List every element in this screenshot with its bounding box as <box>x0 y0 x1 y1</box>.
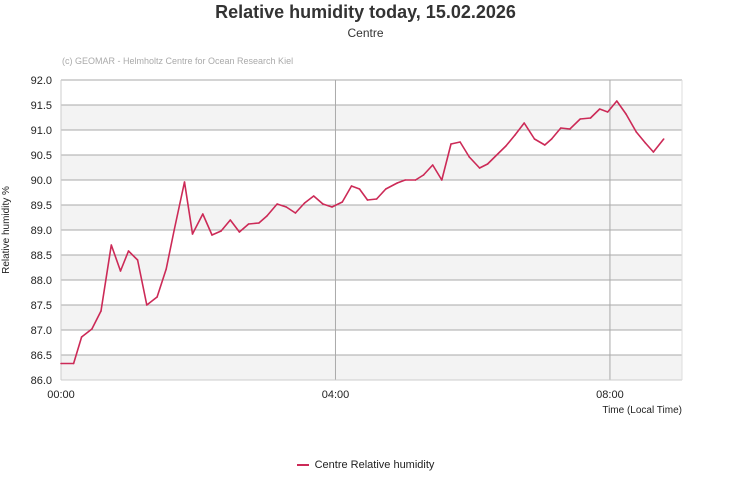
data-point <box>598 108 601 110</box>
data-point <box>60 362 62 365</box>
data-point <box>202 213 204 215</box>
legend-item[interactable]: Centre Relative humidity <box>0 459 731 471</box>
data-point <box>662 138 665 140</box>
data-point <box>441 179 443 181</box>
legend-swatch <box>296 464 309 467</box>
data-point <box>550 138 553 140</box>
data-point <box>331 206 333 208</box>
data-point <box>72 362 75 365</box>
data-point <box>543 144 546 146</box>
y-tick-label: 86.0 <box>31 375 52 387</box>
data-point <box>285 206 288 208</box>
grid-band <box>61 205 682 230</box>
data-point <box>422 174 425 176</box>
data-point <box>100 310 102 312</box>
chart-title: Relative humidity today, 15.02.2026 <box>215 2 516 22</box>
data-point <box>191 233 194 235</box>
data-point <box>229 219 232 221</box>
data-point <box>91 328 93 330</box>
data-point <box>145 304 148 306</box>
x-tick-label: 08:00 <box>596 389 624 401</box>
y-axis-title: Relative humidity % <box>1 186 12 274</box>
data-point <box>136 259 139 261</box>
data-point <box>375 198 378 200</box>
data-point <box>366 199 369 201</box>
data-point <box>606 111 609 113</box>
data-point <box>625 113 627 115</box>
data-point <box>156 296 158 298</box>
data-point <box>478 167 481 169</box>
data-point <box>468 156 471 158</box>
legend-label: Centre Relative humidity <box>314 459 435 471</box>
data-point <box>431 164 434 166</box>
grid-band <box>61 155 682 180</box>
data-point <box>384 188 387 190</box>
chart-subtitle: Centre <box>347 26 384 40</box>
data-point <box>294 212 297 214</box>
y-tick-label: 88.5 <box>31 250 52 262</box>
x-axis-title: Time (Local Time) <box>602 405 682 416</box>
data-point <box>312 195 315 197</box>
y-tick-label: 89.5 <box>31 200 52 212</box>
data-point <box>258 222 260 224</box>
data-point <box>523 122 525 124</box>
data-point <box>247 223 250 225</box>
data-point <box>486 163 489 165</box>
y-tick-label: 91.0 <box>31 125 52 137</box>
chart-credit: (c) GEOMAR - Helmholtz Centre for Ocean … <box>62 56 294 66</box>
y-tick-label: 87.0 <box>31 325 52 337</box>
data-point <box>238 231 241 233</box>
data-point <box>266 215 268 217</box>
x-tick-label: 00:00 <box>47 389 75 401</box>
y-tick-label: 89.0 <box>31 225 52 237</box>
y-tick-label: 90.0 <box>31 175 52 187</box>
data-point <box>119 270 122 272</box>
data-point <box>303 202 306 204</box>
grid-band <box>61 255 682 280</box>
data-point <box>459 141 461 143</box>
data-point <box>341 201 344 203</box>
y-tick-label: 92.0 <box>31 75 52 87</box>
data-point <box>211 234 213 236</box>
data-point <box>644 142 647 144</box>
data-point <box>533 138 536 140</box>
data-point <box>404 179 407 181</box>
grid-band <box>61 305 682 330</box>
grid-band <box>61 355 682 380</box>
data-point <box>183 181 186 183</box>
data-point <box>414 179 417 181</box>
data-point <box>514 134 516 136</box>
y-tick-label: 87.5 <box>31 300 52 312</box>
data-point <box>616 100 618 102</box>
data-point <box>652 151 655 153</box>
data-point <box>173 229 176 231</box>
data-point <box>505 145 507 147</box>
y-tick-label: 88.0 <box>31 275 52 287</box>
data-point <box>80 336 83 338</box>
data-point <box>450 143 452 145</box>
data-point <box>110 244 113 246</box>
y-tick-label: 91.5 <box>31 100 52 112</box>
data-point <box>559 127 562 129</box>
data-point <box>165 268 168 270</box>
data-point <box>396 182 399 184</box>
series-line <box>61 100 665 365</box>
data-point <box>635 131 638 133</box>
data-point <box>358 188 361 190</box>
data-point <box>495 154 498 156</box>
data-point <box>127 250 130 252</box>
grid-band <box>61 105 682 130</box>
data-point <box>589 117 592 119</box>
data-point <box>579 118 582 120</box>
y-tick-label: 90.5 <box>31 150 52 162</box>
x-tick-label: 04:00 <box>322 389 350 401</box>
data-point <box>569 128 571 130</box>
data-point <box>220 230 222 232</box>
data-point <box>322 203 324 205</box>
y-tick-label: 86.5 <box>31 350 52 362</box>
data-point <box>350 185 353 187</box>
data-point <box>276 203 278 205</box>
